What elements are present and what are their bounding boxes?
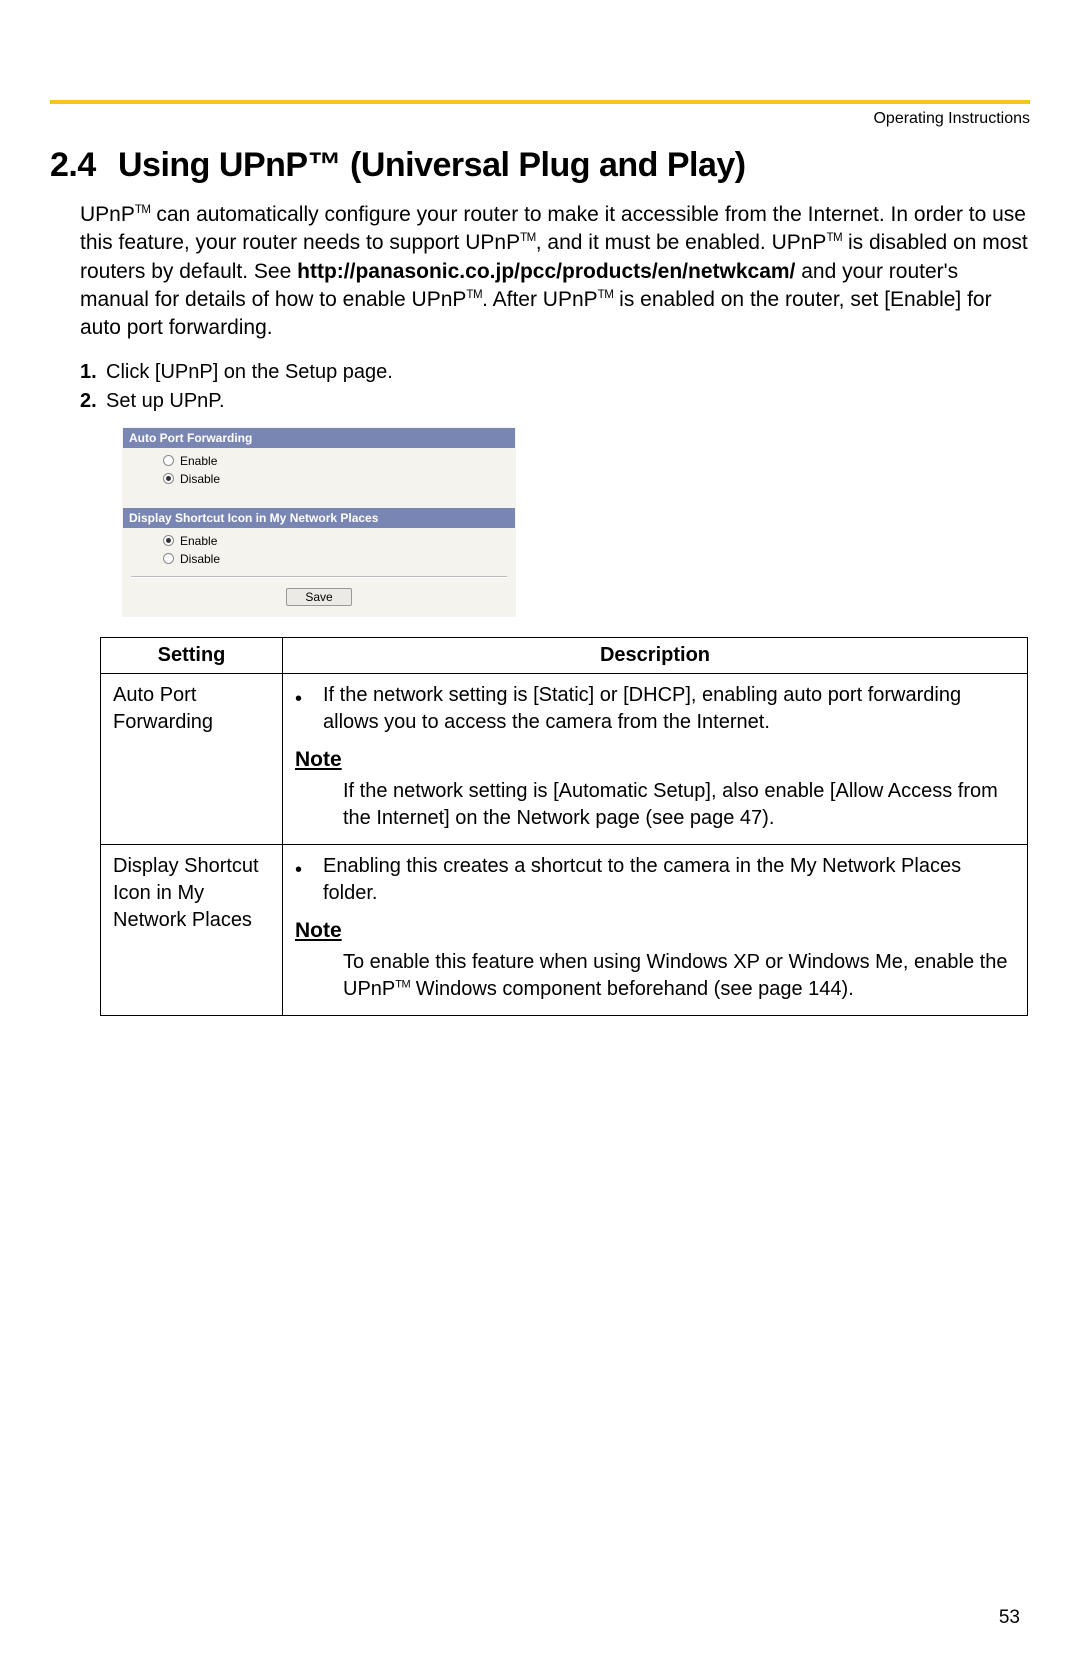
setting-description: • If the network setting is [Static] or … xyxy=(283,673,1028,844)
bullet-icon: • xyxy=(295,853,305,907)
radio-icon xyxy=(163,553,174,564)
section-number: 2.4 xyxy=(50,146,118,185)
note-body: To enable this feature when using Window… xyxy=(343,949,1015,1003)
section-title: 2.4Using UPnP™ (Universal Plug and Play) xyxy=(50,146,1030,185)
step-1: 1.Click [UPnP] on the Setup page. xyxy=(80,361,1030,384)
auto-port-enable-option[interactable]: Enable xyxy=(163,452,515,470)
steps-list: 1.Click [UPnP] on the Setup page. 2.Set … xyxy=(80,361,1030,413)
setting-name: Display Shortcut Icon in My Network Plac… xyxy=(101,845,283,1016)
step-2: 2.Set up UPnP. xyxy=(80,390,1030,413)
divider-rule xyxy=(50,100,1030,104)
radio-icon xyxy=(163,455,174,466)
intro-paragraph: UPnPTM can automatically configure your … xyxy=(80,201,1030,343)
setting-description: • Enabling this creates a shortcut to th… xyxy=(283,845,1028,1016)
section-title-text: Using UPnP™ (Universal Plug and Play) xyxy=(118,146,746,184)
page-number: 53 xyxy=(999,1607,1020,1629)
th-setting: Setting xyxy=(101,637,283,673)
setting-name: Auto Port Forwarding xyxy=(101,673,283,844)
header-label: Operating Instructions xyxy=(50,110,1030,128)
shortcut-disable-option[interactable]: Disable xyxy=(163,550,515,568)
auto-port-forwarding-header: Auto Port Forwarding xyxy=(123,428,515,448)
note-body: If the network setting is [Automatic Set… xyxy=(343,778,1015,832)
auto-port-disable-option[interactable]: Disable xyxy=(163,470,515,488)
table-row: Auto Port Forwarding • If the network se… xyxy=(101,673,1028,844)
bullet-icon: • xyxy=(295,682,305,736)
option-label: Disable xyxy=(180,472,220,486)
table-row: Display Shortcut Icon in My Network Plac… xyxy=(101,845,1028,1016)
note-heading: Note xyxy=(295,917,1015,945)
option-label: Enable xyxy=(180,534,217,548)
th-description: Description xyxy=(283,637,1028,673)
save-button[interactable]: Save xyxy=(286,588,351,606)
radio-icon xyxy=(163,535,174,546)
option-label: Disable xyxy=(180,552,220,566)
radio-icon xyxy=(163,473,174,484)
upnp-settings-panel: Auto Port Forwarding Enable Disable Disp… xyxy=(122,427,516,617)
option-label: Enable xyxy=(180,454,217,468)
settings-table: Setting Description Auto Port Forwarding… xyxy=(100,637,1028,1017)
shortcut-enable-option[interactable]: Enable xyxy=(163,532,515,550)
note-heading: Note xyxy=(295,746,1015,774)
display-shortcut-header: Display Shortcut Icon in My Network Plac… xyxy=(123,508,515,528)
